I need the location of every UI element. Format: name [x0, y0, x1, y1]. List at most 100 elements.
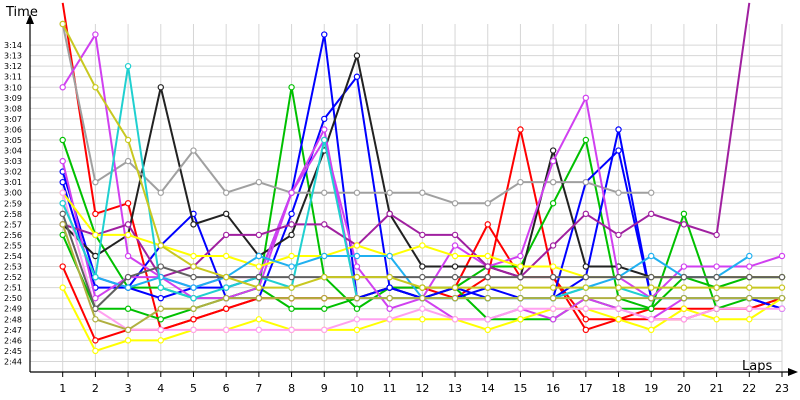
y-tick-label: 2:55	[4, 241, 22, 250]
data-point	[59, 157, 66, 165]
data-point	[713, 273, 720, 281]
data-point	[419, 263, 426, 270]
data-point	[713, 305, 720, 312]
data-point	[92, 178, 99, 186]
data-point	[124, 273, 132, 281]
data-point	[222, 231, 230, 239]
data-point	[59, 200, 66, 207]
data-point	[353, 326, 361, 334]
x-tick-label: 16	[546, 382, 560, 395]
data-point	[419, 305, 426, 312]
data-point	[288, 284, 295, 291]
data-point	[92, 337, 99, 344]
data-point	[451, 200, 459, 207]
data-point	[321, 252, 328, 260]
data-point	[648, 294, 655, 302]
data-point	[157, 305, 164, 312]
data-point	[778, 252, 786, 260]
data-point	[321, 115, 328, 123]
data-point	[190, 305, 197, 312]
y-tick-label: 2:58	[4, 210, 22, 219]
x-tick-label: 9	[321, 382, 328, 395]
data-point	[92, 84, 99, 91]
data-point	[582, 326, 590, 334]
x-tick-label: 12	[415, 382, 429, 395]
data-point	[648, 326, 655, 334]
data-point	[321, 189, 328, 196]
data-point	[451, 284, 459, 291]
y-tick-label: 3:01	[4, 178, 22, 187]
data-point	[255, 178, 263, 186]
data-point	[353, 73, 361, 80]
x-axis-title: Laps	[742, 359, 772, 374]
data-point	[386, 305, 393, 312]
data-point	[124, 200, 132, 207]
data-point	[222, 294, 230, 302]
y-tick-label: 2:54	[4, 252, 22, 261]
data-point	[59, 84, 66, 91]
data-point	[255, 316, 263, 323]
data-point	[386, 284, 393, 291]
data-point	[582, 263, 590, 270]
x-tick-label: 8	[288, 382, 295, 395]
data-point	[680, 210, 688, 218]
y-tick-label: 2:59	[4, 199, 22, 208]
data-point	[92, 210, 99, 218]
x-tick-label: 5	[190, 382, 197, 395]
data-point	[124, 326, 132, 334]
data-point	[517, 316, 524, 323]
tick-labels: 2:442:45 2:462:47 2:482:49 2:502:51 2:522:53…	[4, 41, 789, 395]
data-point	[615, 273, 622, 281]
data-point	[59, 210, 66, 218]
data-point	[222, 326, 230, 334]
y-axis-arrow	[26, 14, 34, 24]
data-point	[353, 189, 361, 196]
data-point	[615, 294, 622, 302]
y-tick-label: 3:04	[4, 147, 22, 156]
data-point	[713, 263, 720, 270]
data-point	[157, 294, 164, 302]
x-tick-label: 17	[579, 382, 593, 395]
data-point	[484, 316, 491, 323]
data-point	[190, 326, 197, 334]
data-point	[353, 252, 361, 260]
data-point	[59, 263, 66, 270]
data-point	[713, 316, 720, 323]
data-point	[419, 242, 426, 249]
data-point	[549, 200, 557, 207]
data-point	[615, 231, 622, 239]
data-point	[222, 252, 230, 260]
data-point	[615, 147, 622, 154]
data-point	[321, 221, 328, 228]
data-point	[124, 231, 132, 239]
axes	[26, 14, 798, 377]
data-point	[321, 294, 328, 302]
x-tick-label: 18	[612, 382, 626, 395]
y-tick-label: 2:51	[4, 284, 22, 293]
y-tick-label: 3:12	[4, 62, 22, 71]
data-point	[549, 316, 557, 323]
data-point	[419, 316, 426, 323]
data-point	[680, 305, 688, 312]
y-tick-label: 3:07	[4, 115, 22, 124]
data-point	[92, 252, 99, 260]
y-tick-label: 3:02	[4, 168, 22, 177]
x-tick-label: 14	[481, 382, 495, 395]
x-axis-arrow	[788, 368, 798, 376]
data-point	[222, 189, 230, 196]
data-point	[157, 189, 164, 196]
data-point	[549, 305, 557, 312]
data-point	[288, 189, 295, 196]
x-tick-label: 13	[448, 382, 462, 395]
data-point	[680, 294, 688, 302]
data-point	[582, 210, 590, 218]
data-point	[288, 273, 295, 281]
data-point	[222, 210, 230, 218]
data-point	[353, 273, 361, 281]
data-point	[549, 242, 557, 249]
data-point	[680, 316, 688, 323]
data-point	[517, 294, 524, 302]
data-point	[157, 84, 164, 91]
data-point	[288, 210, 295, 218]
